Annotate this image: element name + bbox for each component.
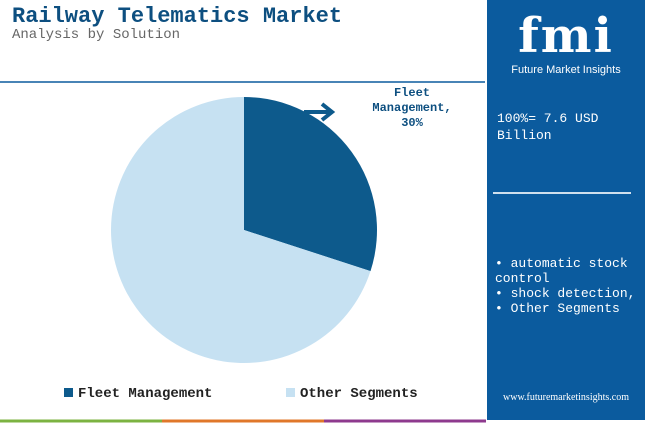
legend-label: Fleet Management <box>78 386 213 402</box>
panel-divider <box>493 192 631 194</box>
legend-swatch <box>286 388 295 397</box>
pie <box>111 97 377 363</box>
data-label: Fleet Management, 30% <box>372 86 452 130</box>
legend-item: Other Segments <box>286 386 418 402</box>
logo: fmi <box>518 8 614 64</box>
chart-title: Railway Telematics Market <box>12 4 343 29</box>
chart-subtitle: Analysis by Solution <box>12 27 181 43</box>
bullet-item: Other Segments <box>495 301 645 316</box>
logo-tagline: Future Market Insights <box>511 64 621 76</box>
bullet-list: automatic stock controlshock detection,O… <box>495 256 645 316</box>
pie-slice <box>111 97 371 363</box>
bullet-item: shock detection, <box>495 286 645 301</box>
legend-label: Other Segments <box>300 386 418 402</box>
pie-slice <box>244 97 377 272</box>
website: www.futuremarketinsights.com <box>503 392 629 403</box>
market-total: 100%= 7.6 USD Billion <box>497 110 598 144</box>
legend-item: Fleet Management <box>64 386 212 402</box>
market-total-line: 100%= 7.6 USD <box>497 111 599 126</box>
side-panel: fmi Future Market Insights 100%= 7.6 USD… <box>487 0 645 420</box>
bullet-item: automatic stock control <box>495 256 645 286</box>
market-total-line: Billion <box>497 128 552 143</box>
annotation-arrow <box>304 102 336 122</box>
legend-swatch <box>64 388 73 397</box>
